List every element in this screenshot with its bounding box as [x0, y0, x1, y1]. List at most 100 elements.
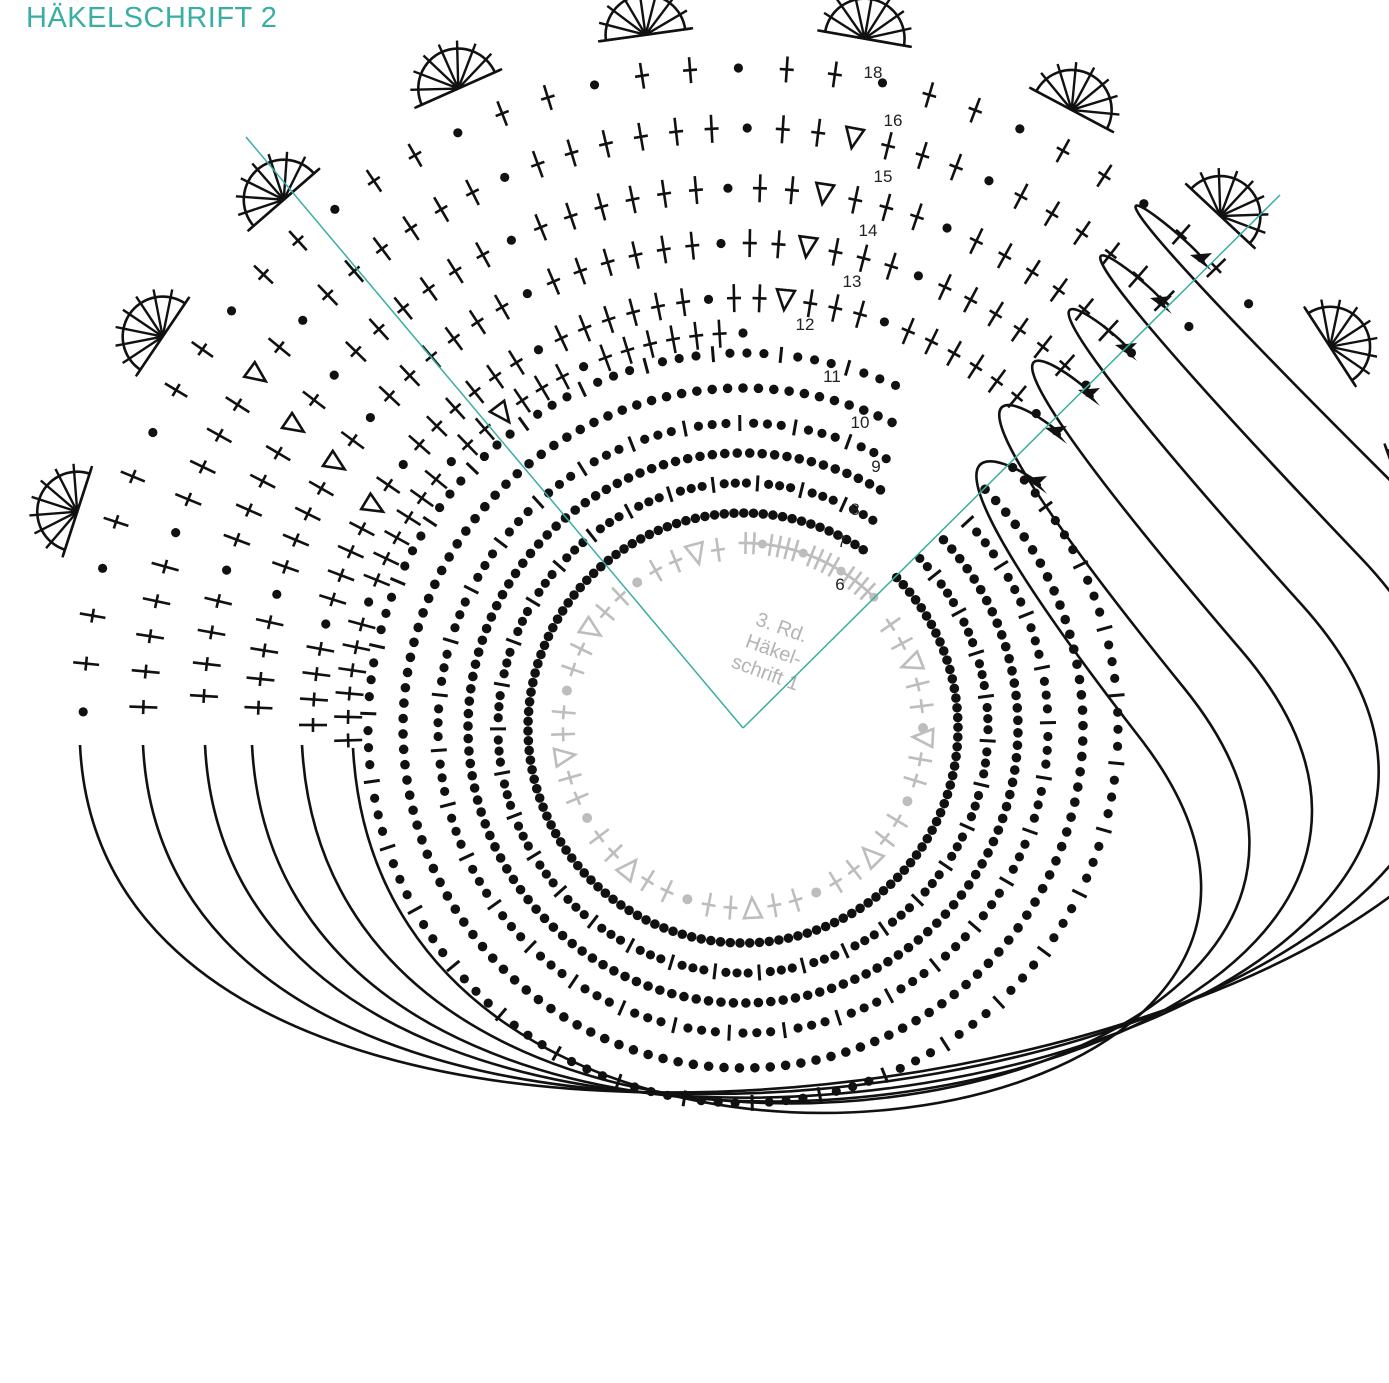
single-crochet-bar	[792, 419, 798, 436]
chain-stitch-dot	[994, 947, 1004, 957]
chain-stitch-dot	[524, 458, 534, 469]
chain-stitch-dot	[510, 568, 521, 579]
chain-stitch-dot	[1003, 572, 1013, 582]
single-crochet-bar	[755, 475, 760, 492]
single-crochet-bar	[586, 914, 599, 929]
double-crochet-symbol	[561, 662, 585, 677]
chain-stitch-dot	[764, 936, 775, 947]
chain-stitch-dot	[530, 668, 540, 678]
chain-stitch-dot	[490, 842, 500, 852]
double-crochet-symbol	[884, 252, 899, 280]
double-crochet-symbol	[569, 642, 593, 656]
double-crochet-symbol	[905, 677, 930, 692]
chain-stitch-dot	[1009, 678, 1020, 688]
double-crochet-symbol	[533, 375, 551, 401]
chain-stitch-dot	[533, 409, 543, 419]
double-crochet-symbol	[634, 62, 650, 89]
chain-stitch-dot	[910, 595, 921, 605]
double-crochet-symbol	[393, 296, 413, 321]
decrease-v-symbol	[909, 727, 935, 750]
chain-stitch-dot	[1029, 813, 1039, 823]
chain-stitch-dot	[796, 1058, 806, 1068]
chain-stitch-dot	[437, 773, 447, 783]
single-crochet-bar	[617, 999, 627, 1016]
double-crochet-symbol	[922, 82, 937, 108]
chain-stitch-dot	[757, 539, 767, 549]
single-crochet-bar	[567, 973, 580, 989]
double-crochet-symbol	[563, 202, 578, 230]
chain-stitch-dot	[494, 702, 504, 712]
chain-stitch-dot	[1008, 462, 1018, 473]
chain-stitch-dot	[609, 966, 619, 976]
chain-stitch-dot	[476, 807, 486, 817]
single-crochet-bar	[877, 921, 890, 937]
chain-stitch-dot	[905, 857, 916, 868]
chain-stitch-dot	[784, 386, 794, 396]
single-crochet-bar	[553, 884, 568, 898]
double-crochet-symbol	[682, 57, 698, 84]
double-crochet-symbol	[710, 537, 726, 562]
double-crochet-symbol	[551, 705, 576, 720]
chain-stitch-dot	[988, 549, 999, 559]
chain-stitch-dot	[617, 405, 628, 415]
chain-stitch-dot	[646, 463, 657, 474]
chain-stitch-dot	[517, 616, 528, 626]
chain-stitch-dot	[381, 608, 391, 618]
chain-stitch-dot	[98, 563, 108, 573]
double-crochet-symbol	[1054, 353, 1076, 377]
chain-stitch-dot	[506, 235, 516, 245]
chain-stitch-dot	[940, 909, 951, 919]
chain-stitch-dot	[935, 637, 945, 647]
chain-stitch-dot	[983, 725, 993, 735]
chain-stitch-dot	[662, 1090, 673, 1100]
chain-stitch-dot	[298, 315, 308, 325]
chain-stitch-dot	[936, 579, 946, 589]
chain-stitch-dot	[612, 478, 623, 489]
chain-stitch-dot	[922, 562, 932, 572]
chain-stitch-dot	[803, 425, 814, 435]
chain-stitch-dot	[947, 770, 958, 781]
chain-stitch-dot	[820, 1017, 830, 1027]
double-crochet-symbol	[1171, 223, 1191, 246]
round-number-16: 16	[884, 111, 903, 130]
chain-stitch-dot	[624, 905, 634, 916]
chain-stitch-dot	[463, 708, 474, 719]
chain-stitch-dot	[1068, 644, 1079, 655]
chain-stitch-dot	[662, 521, 673, 532]
chain-stitch-dot	[513, 516, 524, 527]
double-crochet-symbol	[282, 533, 310, 548]
chain-stitch-dot	[523, 506, 533, 517]
chain-stitch-dot	[699, 965, 709, 975]
chain-stitch-dot	[707, 449, 718, 460]
single-crochet-bar	[625, 937, 636, 954]
single-crochet-bar	[1036, 945, 1052, 958]
chain-stitch-dot	[578, 361, 589, 372]
single-crochet-bar	[505, 637, 522, 647]
guide-line-left	[245, 136, 744, 729]
chain-stitch-dot	[366, 675, 376, 685]
chain-stitch-dot	[434, 704, 444, 714]
chain-stitch-dot	[537, 1040, 547, 1050]
chain-stitch-dot	[688, 1059, 699, 1070]
chain-stitch-dot	[524, 745, 534, 756]
chain-stitch-dot	[931, 918, 942, 928]
chain-stitch-dot	[1077, 736, 1088, 746]
double-crochet-symbol	[845, 859, 863, 881]
chain-stitch-dot	[938, 646, 949, 656]
round-number-12: 12	[796, 315, 815, 334]
chain-stitch-dot	[841, 1047, 851, 1057]
double-crochet-symbol	[909, 203, 925, 231]
chain-stitch-dot	[732, 448, 743, 458]
double-crochet-symbol	[908, 752, 933, 767]
chain-stitch-dot	[627, 538, 638, 549]
chain-stitch-dot	[913, 271, 923, 281]
double-crochet-symbol	[246, 671, 275, 687]
chain-stitch-dot	[615, 935, 626, 945]
single-crochet-bar	[992, 995, 1006, 1010]
double-crochet-symbol	[79, 608, 106, 623]
double-crochet-symbol	[348, 521, 375, 537]
single-crochet-bar	[1038, 500, 1053, 513]
chain-stitch-dot	[703, 294, 714, 304]
single-crochet-bar	[993, 559, 1009, 572]
decrease-v-symbol	[682, 540, 705, 567]
